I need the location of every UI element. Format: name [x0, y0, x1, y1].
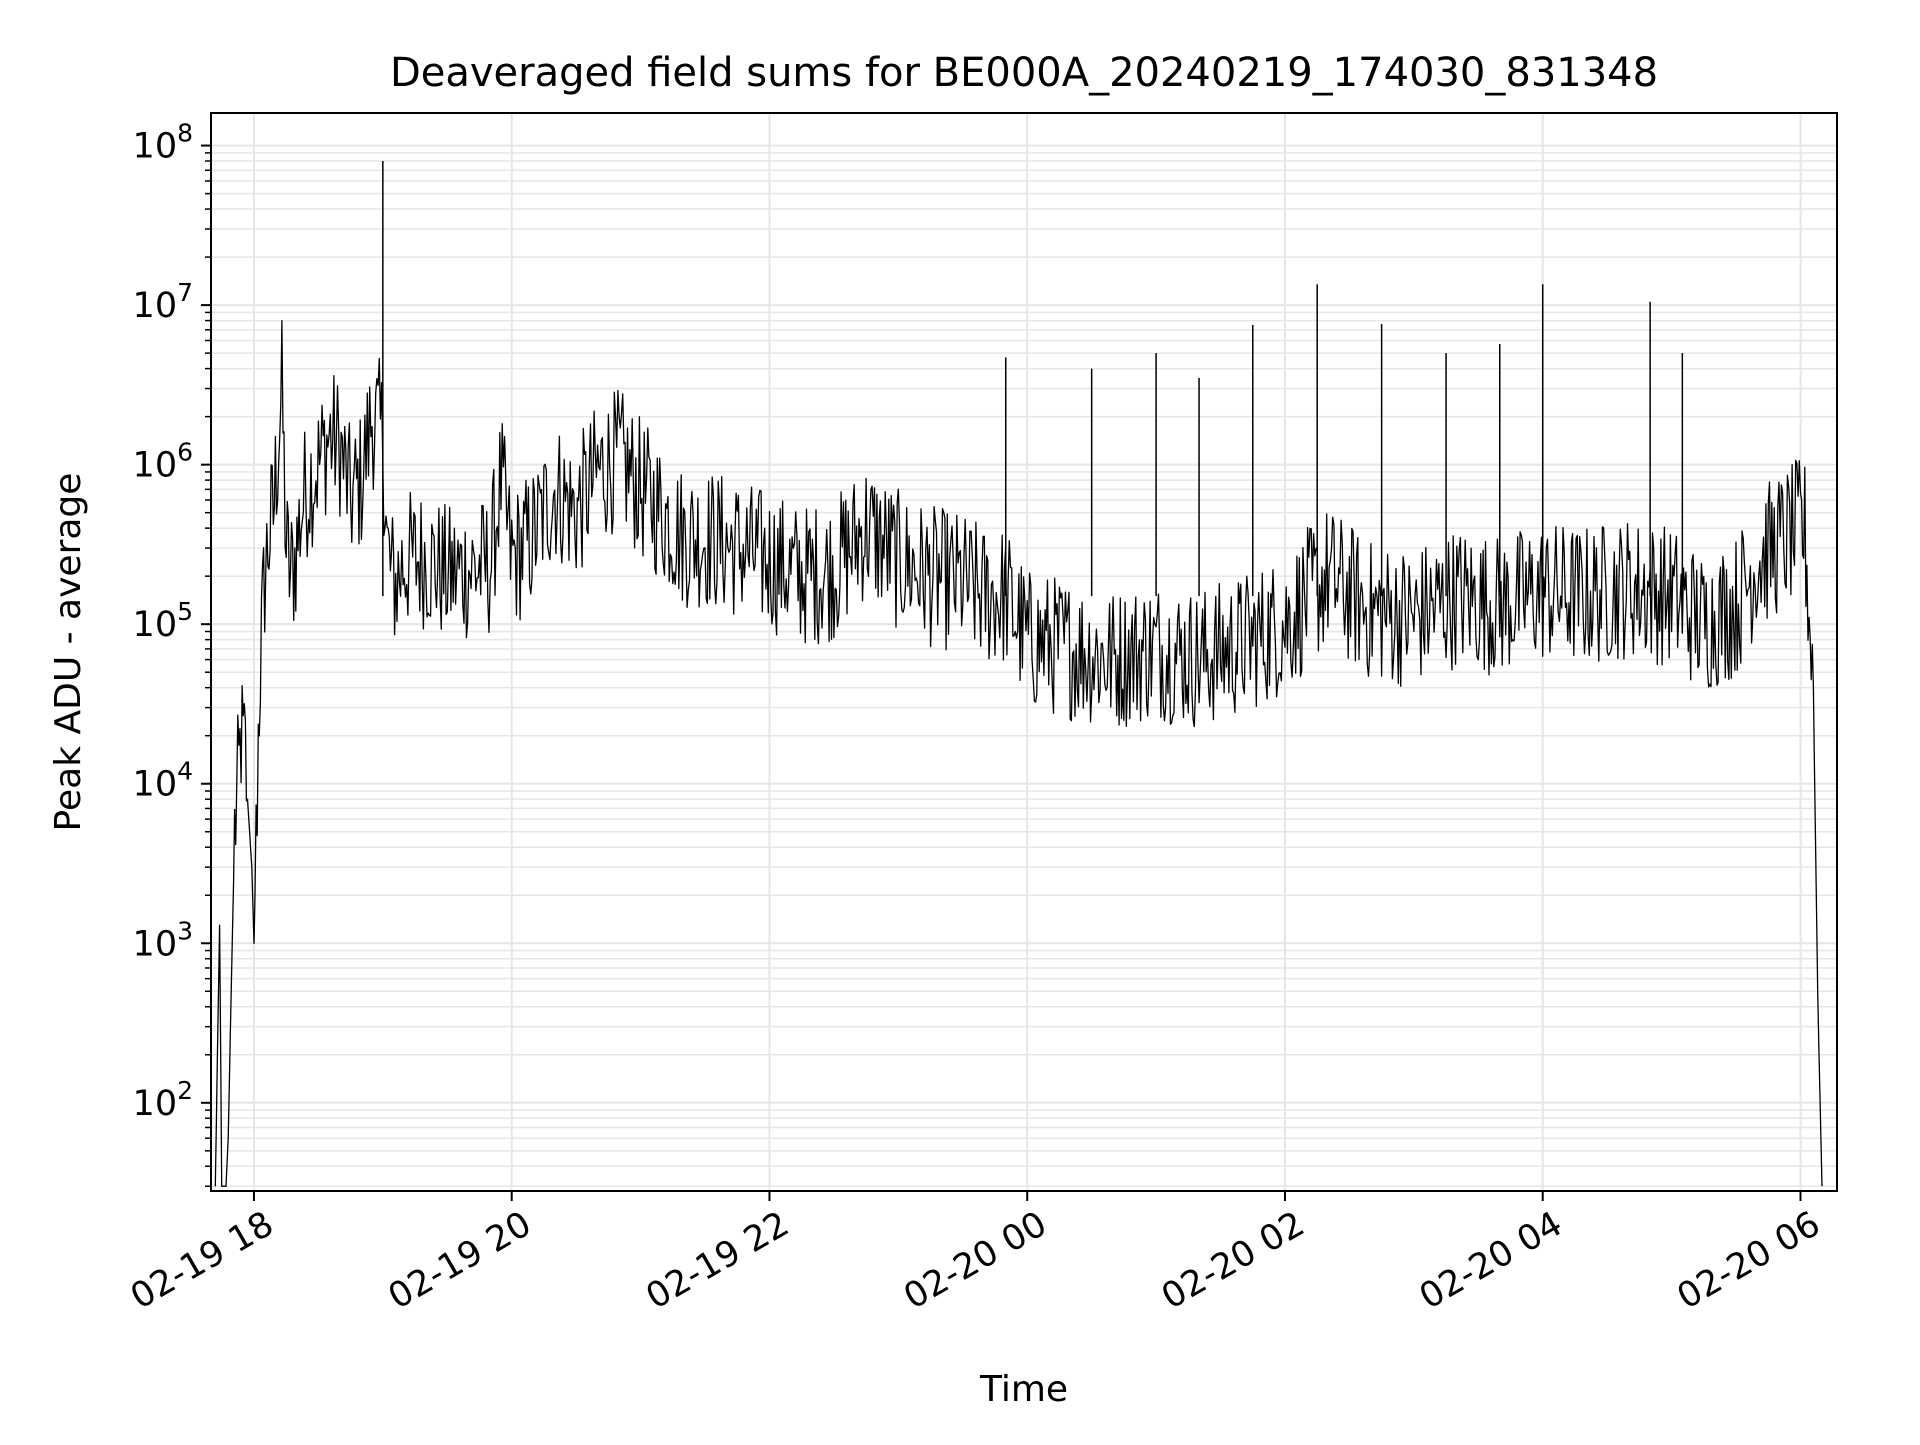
y-tick-exponent: 8	[177, 119, 193, 148]
y-tick-label: 105	[133, 597, 193, 645]
y-tick-label: 106	[133, 438, 193, 486]
y-tick-exponent: 7	[177, 278, 193, 307]
y-tick-exponent: 2	[177, 1076, 193, 1105]
y-tick-exponent: 4	[177, 757, 193, 786]
grid-major	[211, 113, 1837, 1191]
grid-minor	[211, 152, 1837, 1187]
y-tick-base: 10	[133, 446, 178, 486]
y-tick-base: 10	[133, 286, 178, 326]
y-tick-label: 108	[133, 119, 193, 167]
y-tick-base: 10	[133, 127, 178, 167]
y-tick-label: 104	[133, 757, 193, 805]
y-tick-label: 103	[133, 916, 193, 964]
y-tick-base: 10	[133, 765, 178, 805]
y-tick-exponent: 3	[177, 916, 193, 945]
plot-frame	[210, 112, 1838, 1192]
series-layer	[214, 161, 1823, 1187]
x-axis-label: Time	[979, 1369, 1068, 1410]
y-tick-base: 10	[133, 924, 178, 964]
y-tick-base: 10	[133, 1084, 178, 1124]
y-axis-label: Peak ADU - average	[48, 473, 89, 832]
y-tick-label: 107	[133, 278, 193, 326]
y-tick-label: 102	[133, 1076, 193, 1124]
series-line	[214, 319, 1823, 1187]
y-tick-base: 10	[133, 605, 178, 645]
y-tick-exponent: 5	[177, 597, 193, 626]
chart-title: Deaveraged field sums for BE000A_2024021…	[390, 50, 1658, 96]
y-tick-exponent: 6	[177, 438, 193, 467]
